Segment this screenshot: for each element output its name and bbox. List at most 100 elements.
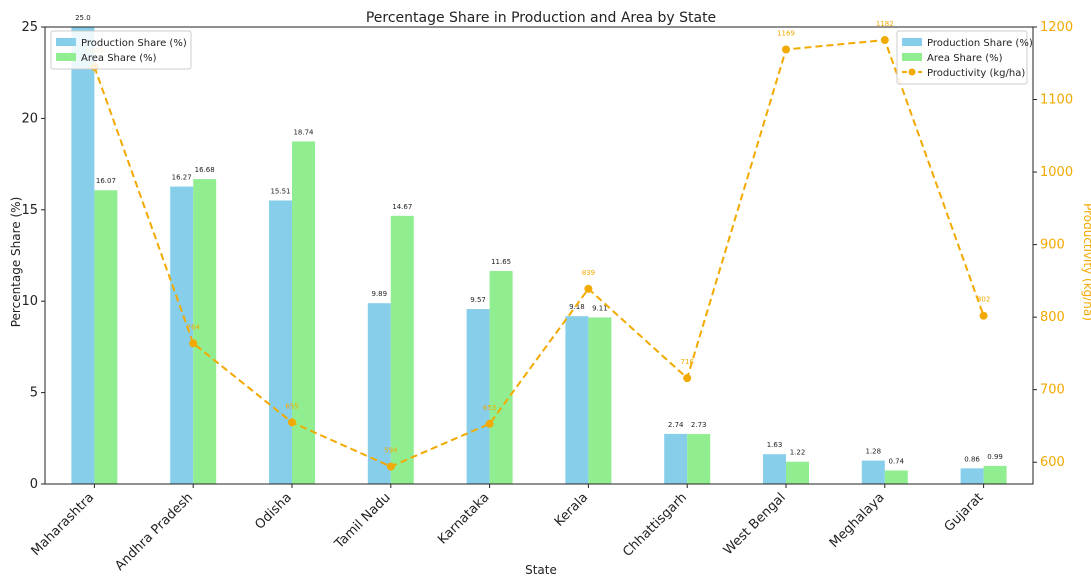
- y2-axis-title: Productivity (kg/ha): [1081, 203, 1091, 321]
- y2-tick-label: 800: [1040, 310, 1065, 325]
- bar-production: [565, 316, 589, 484]
- productivity-label: 653: [483, 404, 496, 412]
- y-tick-label: 5: [30, 386, 38, 401]
- productivity-label: 655: [285, 402, 298, 410]
- bar-value-label: 16.07: [96, 177, 116, 185]
- productivity-label: 1182: [876, 20, 894, 28]
- bar-value-label: 1.28: [866, 448, 882, 456]
- bar-value-label: 2.74: [668, 421, 684, 429]
- legend-swatch: [56, 38, 76, 46]
- legend-swatch: [56, 53, 76, 61]
- legend-entry-label: Production Share (%): [927, 38, 1033, 49]
- bar-value-label: 0.74: [889, 457, 905, 465]
- productivity-point: [584, 284, 593, 293]
- legend-entry-label: Production Share (%): [81, 38, 187, 49]
- legend-marker: [908, 68, 916, 76]
- bar-value-label: 16.27: [172, 174, 192, 182]
- x-tick-label: Kerala: [552, 490, 591, 529]
- bar-area: [786, 461, 809, 484]
- legend-swatch: [902, 53, 922, 61]
- legend-right: Production Share (%) Area Share (%) Produc…: [896, 30, 1033, 85]
- productivity-label: 839: [582, 269, 595, 277]
- productivity-line: [93, 38, 985, 468]
- bar-production: [367, 303, 391, 484]
- bar-value-label: 1.63: [767, 441, 783, 449]
- legend-left: Production Share (%) Area Share (%): [50, 30, 192, 70]
- y2-tick-label: 1100: [1040, 93, 1073, 108]
- bar-area: [489, 271, 513, 484]
- x-axis-title: State: [525, 563, 557, 576]
- bar-value-label: 18.74: [293, 128, 314, 136]
- y-tick-label: 20: [21, 111, 38, 126]
- bar-area: [390, 215, 414, 484]
- bar-value-label: 11.65: [491, 258, 511, 266]
- y-tick-label: 25: [21, 20, 38, 35]
- bar-production: [170, 186, 194, 484]
- bar-area: [687, 434, 711, 484]
- productivity-point: [880, 36, 889, 45]
- bar-production: [960, 468, 984, 484]
- plot-area: 25.0 16.27 15.51 9.89 9.57 9.18 2.74 1.63 1.28 0.…: [21, 14, 1073, 574]
- productivity-label: 594: [384, 447, 398, 455]
- y-tick-label: 15: [21, 203, 38, 218]
- bar-production: [269, 200, 292, 484]
- bar-area: [94, 190, 118, 484]
- x-tick-label: West Bengal: [721, 490, 789, 558]
- bar-area: [193, 179, 217, 484]
- x-tick-label: Maharashtra: [29, 490, 98, 559]
- bar-value-label: 9.18: [569, 303, 585, 311]
- bar-production: [664, 433, 688, 484]
- bar-value-label: 0.99: [987, 453, 1003, 461]
- productivity-label: 716: [681, 358, 695, 366]
- bar-area: [983, 465, 1007, 484]
- x-tick-label: Meghalaya: [827, 490, 888, 551]
- productivity-point: [485, 419, 494, 428]
- x-tick-label: Karnataka: [435, 490, 492, 547]
- y2-tick-label: 700: [1040, 383, 1065, 398]
- legend-box: [896, 30, 1028, 85]
- x-tick-label: Odisha: [252, 490, 294, 532]
- x-tick-label: Tamil Nadu: [331, 490, 393, 552]
- chart-title: Percentage Share in Production and Area …: [366, 10, 716, 26]
- bar-value-label: 14.67: [392, 203, 412, 211]
- productivity-point: [979, 311, 988, 320]
- y2-tick-label: 1000: [1040, 165, 1073, 180]
- bar-value-label: 9.89: [372, 290, 388, 298]
- bar-value-label: 9.57: [470, 296, 486, 304]
- bars-group: [71, 27, 1007, 484]
- productivity-point: [288, 418, 296, 427]
- bar-value-label: 16.68: [195, 166, 215, 174]
- y-axis-title: Percentage Share (%): [9, 197, 23, 328]
- axes-frame: [44, 26, 1034, 485]
- y2-tick-label: 1200: [1040, 20, 1073, 35]
- bar-area: [884, 470, 908, 484]
- bar-value-label: 1.22: [790, 449, 806, 457]
- legend-box: [50, 30, 192, 70]
- productivity-point: [189, 339, 198, 348]
- bar-production: [466, 309, 490, 484]
- y-tick-label: 10: [21, 294, 38, 309]
- productivity-point: [683, 374, 692, 383]
- bar-value-label: 15.51: [270, 187, 290, 195]
- legend-entry-label: Productivity (kg/ha): [927, 68, 1025, 79]
- legend-entry-label: Area Share (%): [927, 53, 1003, 64]
- productivity-label: 802: [977, 296, 990, 304]
- y2-tick-label: 600: [1040, 455, 1065, 470]
- bar-production: [763, 454, 786, 484]
- legend-entry-label: Area Share (%): [81, 53, 157, 64]
- y-tick-label: 0: [30, 477, 38, 492]
- x-tick-label: Gujarat: [942, 490, 987, 535]
- bar-value-label: 0.86: [964, 455, 980, 463]
- bar-value-label: 9.11: [592, 304, 608, 312]
- productivity-point: [386, 462, 395, 471]
- x-tick-label: Chhattisgarh: [620, 490, 690, 560]
- bar-area: [292, 141, 315, 484]
- productivity-label: 1169: [777, 29, 795, 37]
- productivity-point: [782, 45, 790, 54]
- bar-production: [861, 460, 885, 484]
- bar-value-label: 25.0: [75, 14, 91, 22]
- productivity-label: 764: [187, 323, 201, 331]
- legend-swatch: [902, 38, 922, 46]
- bar-area: [588, 317, 612, 484]
